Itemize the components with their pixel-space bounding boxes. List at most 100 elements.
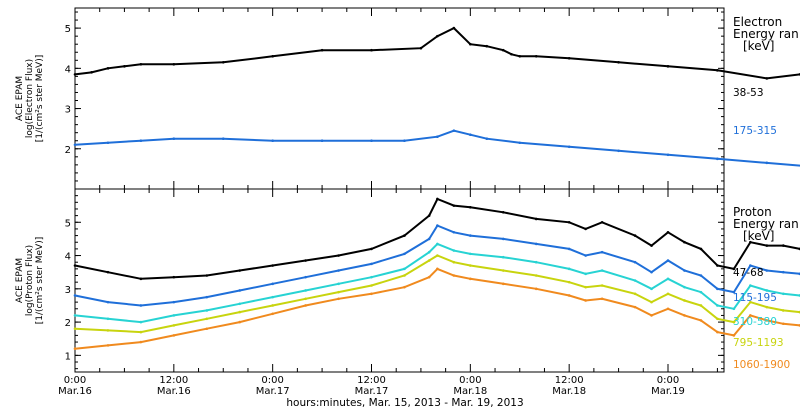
- data-point-47-68: [106, 270, 110, 274]
- data-point-1060-1900: [370, 292, 373, 296]
- series-line-115-195: [74, 224, 800, 307]
- data-point-47-68: [699, 247, 703, 251]
- legend-title-line: Electron: [733, 15, 782, 29]
- data-point-47-68: [534, 217, 538, 221]
- legend-entry: 310-580: [733, 316, 777, 328]
- data-point-310-580: [403, 267, 406, 271]
- series-line-175-315: [74, 129, 800, 167]
- data-point-310-580: [699, 290, 703, 294]
- data-point-310-580: [501, 255, 505, 259]
- data-point-175-315: [271, 139, 274, 143]
- data-point-115-195: [403, 252, 406, 256]
- legend-entry: 1060-1900: [733, 359, 790, 371]
- data-point-1060-1900: [238, 320, 242, 324]
- data-point-47-68: [271, 264, 274, 267]
- data-point-175-315: [139, 139, 143, 143]
- data-point-38-53: [271, 54, 274, 58]
- y-tick-label: 2: [65, 318, 71, 329]
- data-point-1060-1900: [650, 314, 653, 317]
- data-point-115-195: [427, 237, 431, 241]
- data-point-47-68: [600, 220, 604, 224]
- data-point-1060-1900: [765, 319, 769, 322]
- data-point-1060-1900: [172, 334, 176, 337]
- data-point-1060-1900: [304, 304, 307, 307]
- data-point-795-1193: [501, 269, 505, 272]
- legend-entry: 175-315: [733, 125, 777, 137]
- data-point-47-68: [469, 206, 472, 209]
- data-point-1060-1900: [501, 282, 505, 286]
- x-axis-title: hours:minutes, Mar. 15, 2013 - Mar. 19, …: [286, 397, 523, 409]
- data-point-1060-1900: [666, 307, 670, 311]
- data-point-310-580: [370, 275, 373, 279]
- data-point-795-1193: [436, 254, 439, 257]
- y-tick-label: 3: [65, 285, 71, 296]
- data-point-310-580: [427, 250, 431, 254]
- y-axis-title-line: ACE EPAM: [15, 258, 25, 303]
- data-point-115-195: [749, 264, 752, 267]
- data-point-795-1193: [699, 304, 703, 307]
- data-point-310-580: [584, 272, 587, 276]
- data-point-115-195: [370, 262, 373, 266]
- legend-title-line: Proton: [733, 205, 772, 219]
- data-point-38-53: [419, 46, 423, 50]
- data-point-115-195: [106, 300, 110, 304]
- data-point-795-1193: [666, 292, 670, 296]
- legend-entry: 38-53: [733, 87, 764, 99]
- data-point-115-195: [732, 290, 736, 294]
- plot-frame: [74, 188, 725, 373]
- data-point-795-1193: [205, 317, 209, 321]
- data-point-795-1193: [600, 284, 604, 287]
- data-point-47-68: [666, 230, 670, 234]
- data-point-115-195: [600, 250, 604, 254]
- data-point-38-53: [534, 54, 538, 58]
- data-point-175-315: [666, 153, 670, 157]
- data-point-310-580: [271, 295, 274, 299]
- data-point-310-580: [716, 304, 719, 307]
- data-point-310-580: [600, 269, 604, 272]
- data-point-175-315: [567, 145, 571, 149]
- y-tick-label: 1: [65, 351, 71, 362]
- x-tick-label: Mar.18: [453, 386, 487, 397]
- legend-title-line: [keV]: [743, 39, 774, 53]
- data-point-38-53: [469, 42, 472, 46]
- data-point-175-315: [485, 137, 489, 141]
- data-point-310-580: [172, 314, 176, 317]
- data-point-47-68: [501, 210, 505, 214]
- data-point-1060-1900: [584, 299, 587, 302]
- legend-title-line: Energy ran: [733, 217, 799, 231]
- plot-frame: [74, 7, 725, 190]
- data-point-1060-1900: [403, 285, 406, 289]
- data-point-115-195: [172, 300, 176, 304]
- data-point-795-1193: [716, 317, 719, 321]
- data-point-795-1193: [633, 292, 637, 296]
- x-tick-label: 12:00: [357, 375, 386, 386]
- data-point-115-195: [782, 270, 785, 274]
- data-point-47-68: [749, 240, 752, 244]
- data-point-38-53: [370, 48, 373, 52]
- data-point-47-68: [452, 204, 456, 207]
- data-point-47-68: [650, 244, 653, 247]
- y-axis-title-line: [1/(cm²s ster MeV)]: [35, 237, 45, 324]
- data-point-310-580: [765, 289, 769, 292]
- data-point-47-68: [732, 267, 736, 271]
- data-point-310-580: [205, 309, 209, 312]
- data-point-1060-1900: [205, 327, 209, 331]
- data-point-310-580: [782, 292, 785, 296]
- data-point-38-53: [139, 63, 143, 66]
- series-line-795-1193: [74, 254, 800, 334]
- data-point-38-53: [666, 65, 670, 68]
- data-point-115-195: [238, 289, 242, 292]
- data-point-1060-1900: [452, 274, 456, 277]
- data-point-175-315: [320, 139, 324, 143]
- data-point-38-53: [452, 26, 456, 30]
- data-point-310-580: [304, 289, 307, 292]
- data-point-175-315: [106, 141, 110, 145]
- series-line-38-53: [74, 26, 800, 80]
- data-point-795-1193: [782, 309, 785, 312]
- data-point-115-195: [436, 224, 439, 227]
- data-point-38-53: [90, 71, 93, 74]
- x-tick-label: 0:00: [261, 375, 283, 386]
- data-point-115-195: [650, 270, 653, 274]
- data-point-1060-1900: [749, 314, 752, 317]
